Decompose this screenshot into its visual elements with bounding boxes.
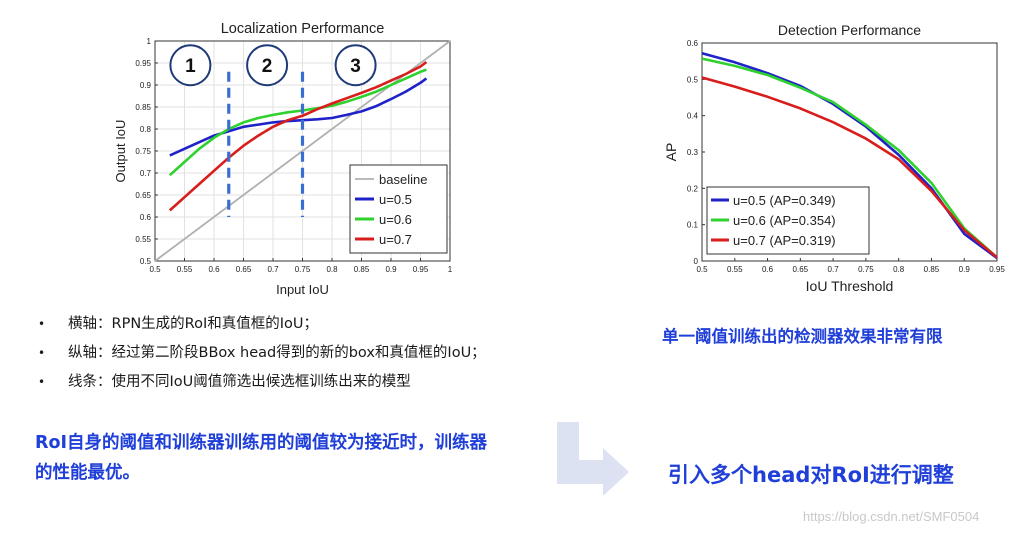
y-tick-label: 1	[147, 37, 152, 46]
y-tick-label: 0.5	[140, 257, 152, 266]
x-tick-label: 0.55	[727, 265, 743, 274]
y-tick-label: 0.85	[135, 103, 151, 112]
note-left: RoI自身的阈值和训练器训练用的阈值较为接近时，训练器 的性能最优。	[35, 428, 575, 488]
y-tick-label: 0.1	[687, 221, 699, 230]
x-tick-label: 0.7	[267, 265, 279, 274]
chart-title: Detection Performance	[778, 22, 921, 38]
x-tick-label: 0.8	[326, 265, 338, 274]
region-number: 2	[262, 56, 273, 77]
region-number: 3	[350, 56, 361, 77]
series-line	[701, 57, 998, 259]
y-tick-label: 0	[694, 257, 699, 266]
legend-box	[706, 186, 870, 255]
bullet-list: • 横轴：RPN生成的RoI和真值框的IoU； • 纵轴：经过第二阶段BBox he…	[38, 310, 598, 397]
x-axis-label: Input IoU	[276, 282, 329, 297]
x-tick-label: 0.95	[989, 265, 1005, 274]
y-axis-label: Output IoU	[113, 120, 128, 183]
legend-label: u=0.5 (AP=0.349)	[733, 193, 836, 208]
x-tick-label: 1	[448, 265, 453, 274]
y-tick-label: 0.3	[687, 148, 699, 157]
watermark: https://blog.csdn.net/SMF0504	[803, 509, 980, 524]
bullet-item: • 纵轴：经过第二阶段BBox head得到的新的box和真值框的IoU；	[38, 339, 598, 368]
x-tick-label: 0.65	[236, 265, 252, 274]
x-axis-label: IoU Threshold	[806, 278, 894, 294]
legend-label: u=0.6 (AP=0.354)	[733, 213, 836, 228]
x-tick-label: 0.55	[177, 265, 193, 274]
bullet-text: 纵轴：经过第二阶段BBox head得到的新的box和真值框的IoU；	[68, 345, 486, 361]
y-tick-label: 0.55	[135, 235, 151, 244]
conclusion-text: 引入多个head对RoI进行调整	[668, 463, 954, 487]
y-tick-label: 0.75	[135, 147, 151, 156]
y-tick-label: 0.2	[687, 184, 699, 193]
bullet-text: 线条：使用不同IoU阈值筛选出候选框训练出来的模型	[68, 374, 411, 390]
y-tick-label: 0.6	[687, 39, 699, 48]
note-right: 单一阈值训练出的检测器效果非常有限	[662, 327, 943, 346]
x-tick-label: 0.7	[828, 265, 840, 274]
series-line	[154, 40, 451, 262]
arrow-right-icon	[557, 422, 629, 495]
x-tick-label: 0.8	[893, 265, 905, 274]
legend-label: u=0.7	[379, 232, 412, 247]
chart-title: Localization Performance	[221, 21, 385, 37]
bullet-dot: •	[38, 375, 46, 389]
legend-label: u=0.5	[379, 192, 412, 207]
y-tick-label: 0.65	[135, 191, 151, 200]
series-line	[168, 61, 428, 212]
y-axis-label: AP	[663, 143, 679, 162]
series-line	[701, 76, 998, 259]
y-tick-label: 0.6	[140, 213, 152, 222]
region-circle	[169, 44, 212, 87]
x-tick-label: 0.75	[295, 265, 311, 274]
x-tick-label: 0.6	[762, 265, 774, 274]
bullet-text: 横轴：RPN生成的RoI和真值框的IoU；	[68, 316, 318, 332]
note-left-line: 的性能最优。	[35, 463, 140, 483]
bullet-dot: •	[38, 317, 46, 331]
x-tick-label: 0.85	[924, 265, 940, 274]
x-tick-label: 0.65	[793, 265, 809, 274]
legend-label: baseline	[379, 172, 427, 187]
note-left-line: RoI自身的阈值和训练器训练用的阈值较为接近时，训练器	[35, 433, 488, 453]
detection-chart: Detection Performance 0.5 0.55 0.6 0.65 0.7 0.…	[663, 22, 1005, 294]
y-tick-label: 0.5	[687, 75, 699, 84]
y-tick-label: 0.8	[140, 125, 152, 134]
y-tick-label: 0.4	[687, 112, 699, 121]
region-circle	[246, 44, 289, 87]
x-tick-label: 0.6	[208, 265, 220, 274]
region-number: 1	[185, 56, 196, 77]
x-tick-label: 0.95	[413, 265, 429, 274]
y-tick-label: 0.7	[140, 169, 152, 178]
bullet-dot: •	[38, 346, 46, 360]
x-tick-label: 0.85	[354, 265, 370, 274]
localization-chart: Localization Performance 0.5 0.55 0.6 0.65 0.…	[113, 21, 453, 297]
bullet-item: • 横轴：RPN生成的RoI和真值框的IoU；	[38, 310, 598, 339]
x-tick-label: 0.5	[149, 265, 161, 274]
legend-label: u=0.6	[379, 212, 412, 227]
x-tick-label: 0.9	[385, 265, 397, 274]
region-circle	[334, 44, 377, 87]
y-tick-label: 0.9	[140, 81, 152, 90]
x-tick-label: 0.5	[696, 265, 708, 274]
legend-label: u=0.7 (AP=0.319)	[733, 233, 836, 248]
x-tick-label: 0.9	[959, 265, 971, 274]
x-tick-label: 0.75	[858, 265, 874, 274]
bullet-item: • 线条：使用不同IoU阈值筛选出候选框训练出来的模型	[38, 368, 598, 397]
y-tick-label: 0.95	[135, 59, 151, 68]
